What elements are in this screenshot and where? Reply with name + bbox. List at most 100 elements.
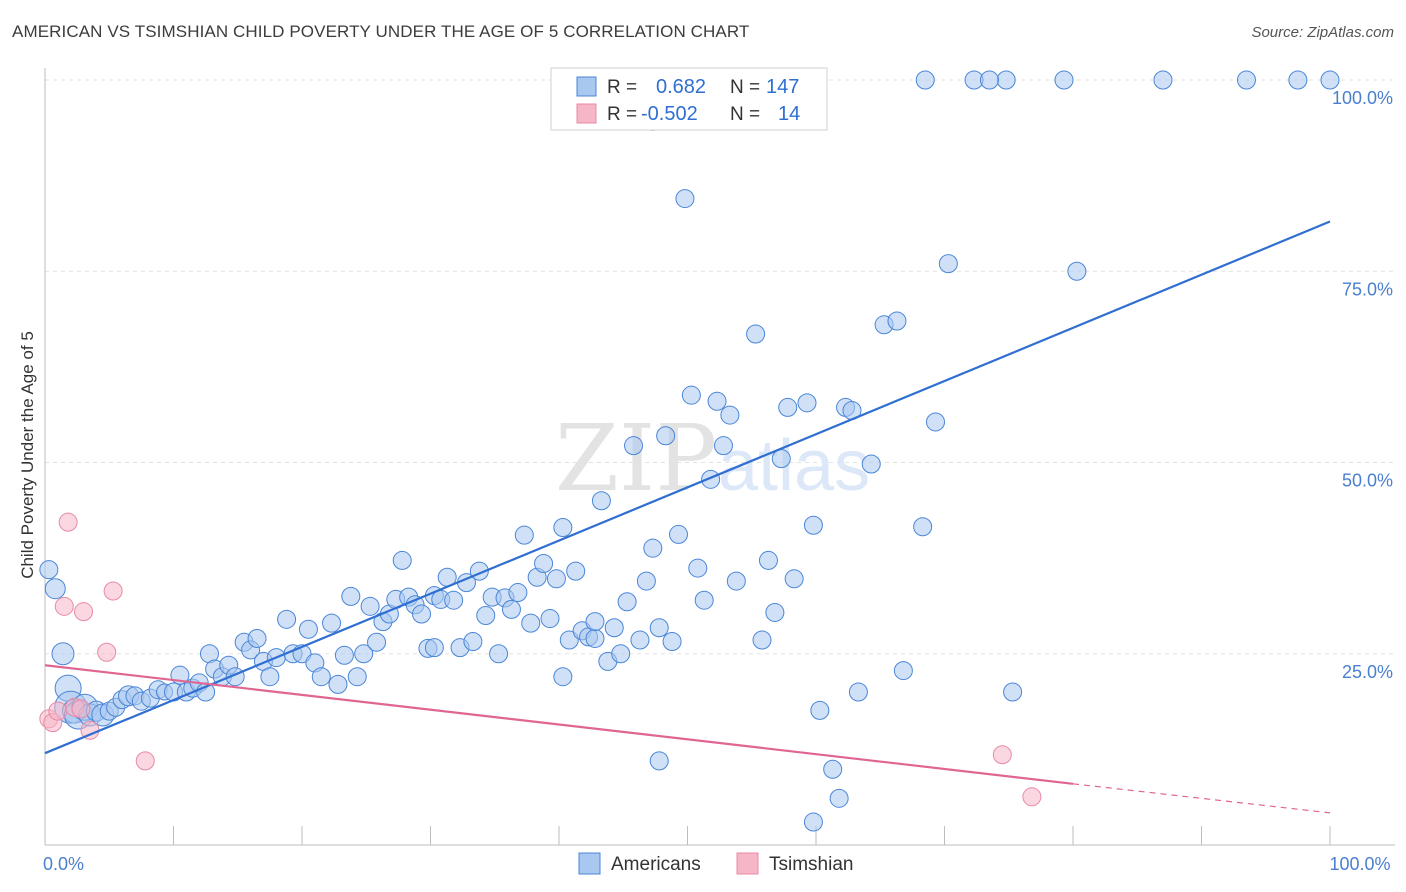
point-tsimshian-2 [48, 701, 68, 721]
point-americans-123 [861, 454, 881, 474]
point-americans-73 [514, 525, 534, 545]
point-americans-87 [604, 618, 624, 638]
point-americans-111 [765, 602, 785, 622]
point-americans-42 [311, 667, 331, 687]
point-americans-74 [521, 613, 541, 633]
point-americans-110 [758, 550, 778, 570]
legend-n-label-2: N = [730, 104, 760, 125]
point-americans-50 [367, 632, 387, 652]
point-tsimshian-12 [1022, 787, 1042, 807]
point-americans-101 [694, 590, 714, 610]
point-americans-134 [1320, 70, 1340, 90]
watermark-atlas: atlas [718, 426, 870, 506]
point-americans-116 [803, 515, 823, 535]
point-americans-49 [360, 596, 380, 616]
trend-line-extension-tsimshian [1072, 783, 1331, 814]
point-americans-35 [260, 667, 280, 687]
trend-line-americans [44, 220, 1331, 755]
point-americans-136 [1054, 70, 1074, 90]
y-axis-title: Child Poverty Under the Age of 5 [18, 331, 37, 579]
point-americans-118 [823, 759, 843, 779]
legend-r-value-1: 0.682 [656, 76, 706, 98]
point-americans-140 [915, 70, 935, 90]
point-americans-48 [354, 644, 374, 664]
legend-americans-swatch [578, 852, 601, 875]
legend-r-label-2: R = [607, 104, 637, 125]
point-americans-95 [656, 426, 676, 446]
chart-title: AMERICAN VS TSIMSHIAN CHILD POVERTY UNDE… [12, 22, 750, 41]
point-americans-96 [662, 632, 682, 652]
point-americans-93 [643, 538, 663, 558]
point-americans-54 [392, 550, 412, 570]
grid-lines [45, 79, 1395, 655]
tick-labels: 25.0% 50.0% 75.0% 100.0% 0.0% 100.0% [43, 88, 1393, 874]
point-americans-90 [624, 436, 644, 456]
point-americans-105 [720, 405, 740, 425]
legend-n-label-1: N = [730, 77, 760, 98]
legend-series: Americans Tsimshian [578, 852, 853, 875]
y-tick-label-2: 75.0% [1342, 279, 1393, 299]
point-americans-106 [726, 571, 746, 591]
legend-americans-label: Americans [611, 854, 701, 875]
trend-line-tsimshian [44, 664, 1074, 785]
legend-n-value-1: 147 [766, 76, 799, 98]
point-americans-132 [1236, 70, 1256, 90]
point-americans-0 [39, 560, 59, 580]
legend-tsimshian-label: Tsimshian [769, 854, 853, 875]
point-americans-99 [681, 385, 701, 405]
legend-swatch-americans [576, 76, 597, 97]
point-americans-133 [1288, 70, 1308, 90]
point-americans-128 [926, 412, 946, 432]
point-americans-100 [688, 558, 708, 578]
point-americans-89 [617, 592, 637, 612]
point-americans-114 [784, 569, 804, 589]
point-americans-80 [559, 630, 579, 650]
point-americans-130 [1003, 682, 1023, 702]
y-tick-label-1: 50.0% [1342, 471, 1393, 491]
x-tick-label-1: 100.0% [1329, 854, 1390, 874]
legend-r-label-1: R = [607, 77, 637, 98]
point-americans-81 [566, 561, 586, 581]
point-americans-84 [585, 628, 605, 648]
point-americans-77 [540, 609, 560, 629]
point-tsimshian-3 [54, 596, 74, 616]
point-tsimshian-6 [74, 602, 94, 622]
point-americans-33 [247, 628, 267, 648]
point-americans-126 [893, 661, 913, 681]
point-americans-97 [669, 524, 689, 544]
point-americans-2 [51, 642, 75, 666]
point-americans-62 [444, 590, 464, 610]
trend-lines [44, 220, 1331, 814]
legend-tsimshian-swatch [736, 852, 759, 875]
point-americans-115 [797, 393, 817, 413]
point-americans-91 [630, 630, 650, 650]
point-americans-92 [636, 571, 656, 591]
point-americans-150 [585, 612, 605, 632]
point-americans-71 [501, 599, 521, 619]
point-americans-117 [810, 700, 830, 720]
point-americans-72 [508, 583, 528, 603]
point-americans-85 [591, 491, 611, 511]
point-americans-46 [341, 586, 361, 606]
point-americans-127 [913, 517, 933, 537]
point-americans-44 [328, 674, 348, 694]
point-americans-103 [707, 391, 727, 411]
point-americans-47 [347, 667, 367, 687]
point-tsimshian-9 [103, 581, 123, 601]
point-americans-146 [803, 812, 823, 832]
point-americans-69 [489, 644, 509, 664]
point-americans-119 [829, 788, 849, 808]
point-americans-88 [611, 644, 631, 664]
source-credit: Source: ZipAtlas.com [1251, 24, 1394, 41]
point-americans-113 [778, 397, 798, 417]
point-tsimshian-13 [71, 699, 91, 719]
point-americans-43 [322, 613, 342, 633]
point-americans-98 [675, 189, 695, 209]
legend-n-value-2: 14 [778, 103, 800, 125]
y-tick-label-3: 100.0% [1332, 88, 1393, 108]
point-americans-112 [771, 449, 791, 469]
point-americans-37 [277, 609, 297, 629]
point-americans-40 [298, 619, 318, 639]
point-americans-137 [996, 70, 1016, 90]
